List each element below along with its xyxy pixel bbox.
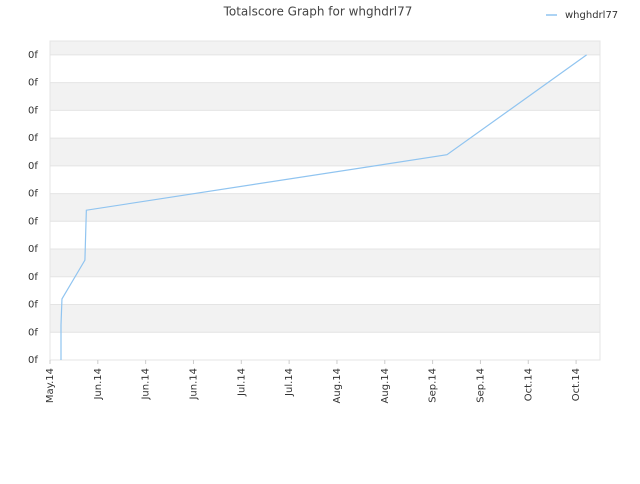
x-tick-label: Aug.14 [332,368,343,403]
y-tick-label: 0f [28,272,38,283]
y-tick-label: 0f [28,133,38,144]
y-tick-label: 0f [28,189,38,200]
y-tick-label: 0f [28,300,38,311]
x-tick-label: Aug.14 [380,368,391,403]
x-tick-label: Oct.14 [571,368,582,401]
plot-border [49,40,601,361]
grid-band [50,221,600,250]
grid-band [50,276,600,305]
x-tick-label: May.14 [45,368,56,403]
grid-band [50,332,600,360]
x-tick-label: Jun.14 [188,368,199,401]
y-tick-label: 0f [28,78,38,89]
x-tick-label: Sep.14 [475,368,486,403]
x-tick-label: Jul.14 [236,368,247,397]
grid-band [50,165,600,194]
x-tick-label: Sep.14 [428,368,439,403]
x-tick-label: Oct.14 [523,368,534,401]
x-tick-label: Jul.14 [284,368,295,397]
x-tick-label: Jun.14 [93,368,104,401]
chart-title: Totalscore Graph for whghdrl77 [223,5,413,19]
x-tick-label: Jun.14 [141,368,152,401]
y-tick-label: 0f [28,216,38,227]
grid-band [50,110,600,139]
y-tick-label: 0f [28,355,38,366]
y-tick-label: 0f [28,327,38,338]
legend-label: whghdrl77 [565,10,618,21]
grid-band [50,54,600,83]
y-tick-label: 0f [28,50,38,61]
y-tick-label: 0f [28,105,38,116]
y-tick-label: 0f [28,244,38,255]
y-tick-label: 0f [28,161,38,172]
plot-background [50,41,600,360]
series-line [60,54,587,360]
